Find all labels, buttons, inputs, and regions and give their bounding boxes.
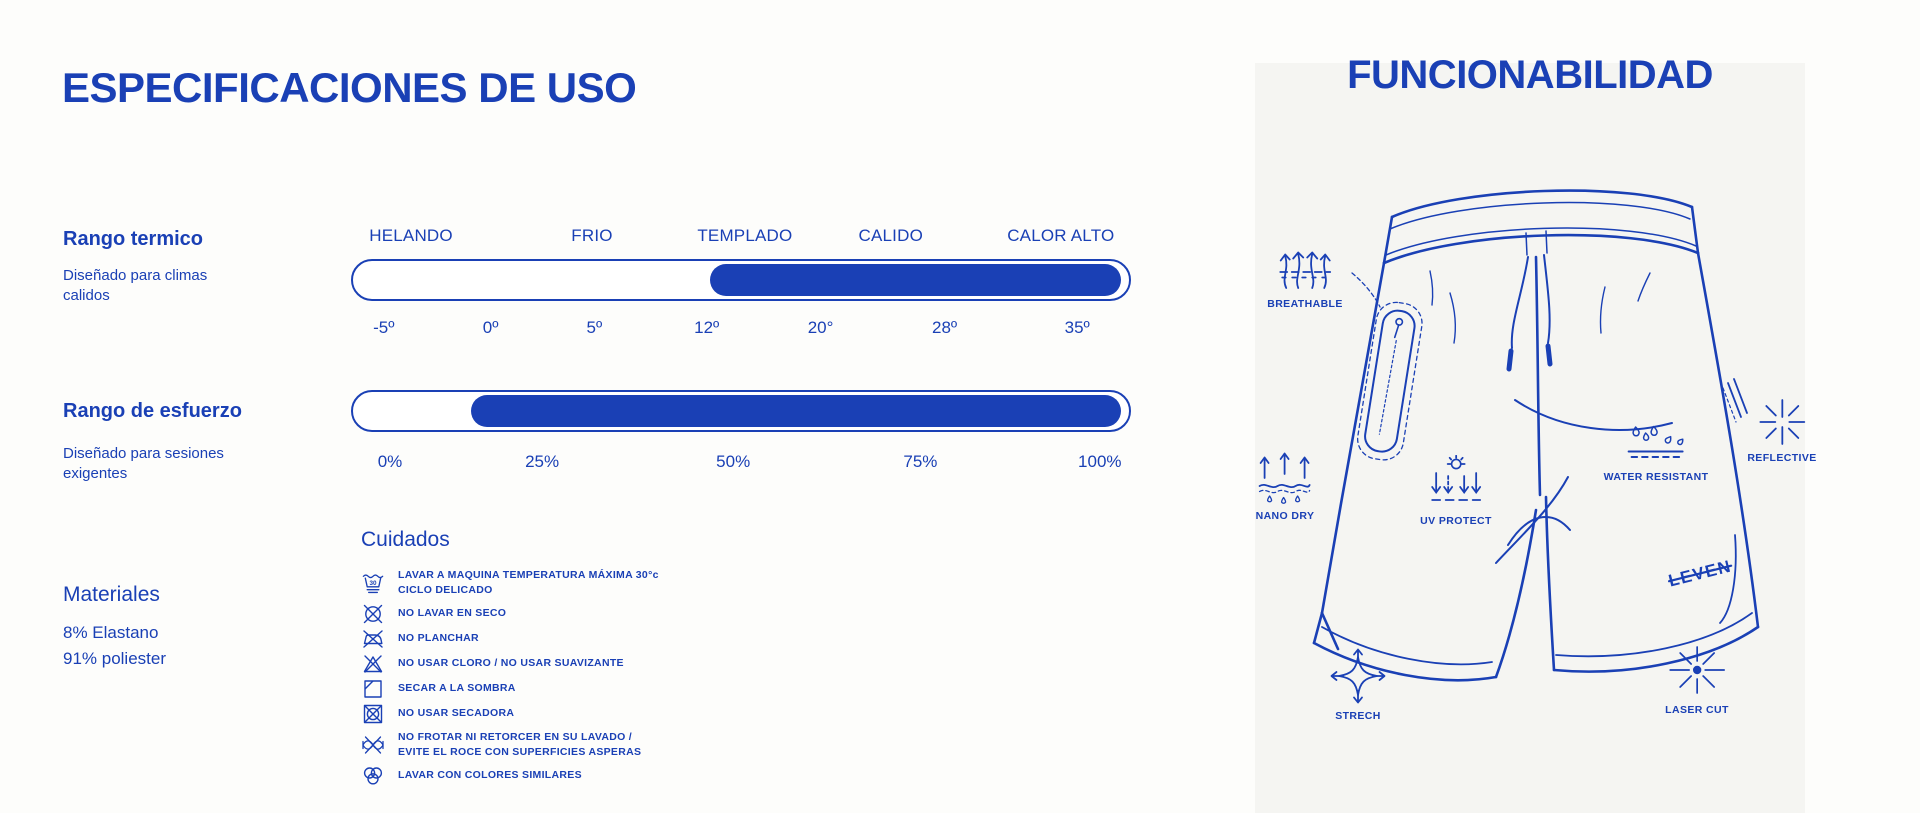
uv-protect-icon [1431, 455, 1481, 501]
effort-ticks-row: 0% 25% 50% 75% 100% [351, 452, 1131, 474]
climate-label: CALIDO [858, 226, 923, 245]
climate-label: TEMPLADO [697, 226, 793, 245]
breathable-icon [1279, 251, 1331, 289]
effort-range-heading: Rango de esfuerzo [63, 400, 242, 422]
care-item: NO USAR CLORO / NO USAR SUAVIZANTE [361, 651, 791, 676]
feature-label: WATER RESISTANT [1603, 471, 1709, 483]
climate-label: FRIO [571, 226, 613, 245]
effort-tick: 75% [903, 452, 938, 471]
strech-icon [1330, 648, 1386, 704]
no-bleach-icon [361, 652, 385, 676]
material-item: 91% poliester [63, 649, 167, 669]
care-item: SECAR A LA SOMBRA [361, 676, 791, 701]
effort-range-subheading: Diseñado para sesiones exigentes [63, 445, 224, 482]
thermal-tick: 35º [1064, 318, 1090, 337]
no-wring-icon [361, 733, 385, 757]
thermal-tick: 0º [482, 318, 499, 337]
climate-labels-row: HELANDO FRIO TEMPLADO CALIDO CALOR ALTO [351, 226, 1131, 248]
effort-tick: 50% [716, 452, 751, 471]
care-item-label: NO PLANCHAR [398, 632, 479, 645]
materials-list: 8% Elastano 91% poliester [63, 620, 166, 673]
feature-label: LASER CUT [1665, 704, 1729, 716]
laser-cut-icon [1669, 646, 1725, 694]
feature-laser-cut: LASER CUT [1665, 642, 1729, 716]
feature-strech: STRECH [1330, 648, 1386, 722]
feature-reflective: REFLECTIVE [1747, 398, 1816, 464]
thermal-tick: 28º [932, 318, 958, 337]
water-resistant-icon [1628, 425, 1684, 458]
feature-label: UV PROTECT [1420, 515, 1492, 527]
thermal-tick: 20° [807, 318, 834, 337]
dry-in-shade-icon [361, 677, 385, 701]
feature-uv-protect: UV PROTECT [1420, 455, 1492, 527]
page-title: ESPECIFICACIONES DE USO [62, 64, 637, 111]
care-item: NO USAR SECADORA [361, 701, 791, 726]
thermal-tick: -5º [373, 318, 395, 337]
climate-label: CALOR ALTO [1007, 226, 1115, 245]
reflective-icon [1759, 399, 1805, 445]
care-item-label: NO FROTAR NI RETORCER EN SU LAVADO / EVI… [398, 731, 642, 758]
effort-tick: 0% [377, 452, 403, 471]
care-item-label: NO LAVAR EN SECO [398, 607, 507, 620]
feature-label: STRECH [1335, 710, 1381, 722]
no-tumble-dry-icon [361, 702, 385, 726]
thermal-tick: 12º [694, 318, 720, 337]
thermal-ticks-row: -5º 0º 5º 12º 20° 28º 35º [351, 318, 1131, 340]
climate-label: HELANDO [369, 226, 453, 245]
shorts-technical-drawing: LEVEN [1312, 189, 1760, 682]
care-section: Cuidados 30 LAVAR A MAQUINA TEMPERATURA … [361, 528, 791, 788]
feature-nano-dry: NANO DRY [1256, 452, 1315, 522]
thermal-fill [709, 264, 1122, 296]
svg-text:30: 30 [369, 580, 377, 587]
thermal-range-subheading: Diseñado para climas calidos [63, 267, 208, 304]
feature-water-resistant: WATER RESISTANT [1604, 425, 1709, 483]
feature-label: NANO DRY [1255, 510, 1315, 522]
thermal-gauge-track [351, 259, 1131, 301]
gauges-area: HELANDO FRIO TEMPLADO CALIDO CALOR ALTO … [351, 0, 1131, 500]
thermal-range-heading: Rango termico [63, 228, 204, 250]
care-item: 30 LAVAR A MAQUINA TEMPERATURA MÁXIMA 30… [361, 564, 791, 601]
care-item: NO FROTAR NI RETORCER EN SU LAVADO / EVI… [361, 726, 791, 763]
no-dry-clean-icon [361, 602, 385, 626]
care-item-label: NO USAR SECADORA [398, 707, 515, 720]
functionality-panel: FUNCIONABILIDAD [1255, 53, 1816, 813]
effort-tick: 100% [1078, 452, 1122, 471]
effort-tick: 25% [525, 452, 560, 471]
care-item-label: LAVAR A MAQUINA TEMPERATURA MÁXIMA 30°c … [398, 569, 659, 596]
effort-fill [470, 395, 1122, 427]
care-item-label: LAVAR CON COLORES SIMILARES [398, 769, 582, 782]
care-item: LAVAR CON COLORES SIMILARES [361, 763, 791, 788]
materials-heading: Materiales [63, 583, 160, 606]
feature-label: BREATHABLE [1267, 298, 1343, 310]
effort-gauge-track [351, 390, 1131, 432]
material-item: 8% Elastano [63, 623, 159, 642]
care-item-label: SECAR A LA SOMBRA [398, 682, 516, 695]
no-iron-icon [361, 627, 385, 651]
feature-label: REFLECTIVE [1747, 452, 1817, 464]
functionality-title: FUNCIONABILIDAD [1347, 53, 1713, 97]
machine-wash-30-icon: 30 [361, 571, 385, 595]
feature-breathable: BREATHABLE [1267, 246, 1343, 310]
thermal-tick: 5º [586, 318, 603, 337]
care-heading: Cuidados [361, 528, 450, 551]
care-item: NO PLANCHAR [361, 626, 791, 651]
care-item: NO LAVAR EN SECO [361, 601, 791, 626]
care-item-label: NO USAR CLORO / NO USAR SUAVIZANTE [398, 657, 624, 670]
wash-similar-colors-icon [361, 764, 385, 788]
nano-dry-icon [1259, 452, 1311, 504]
